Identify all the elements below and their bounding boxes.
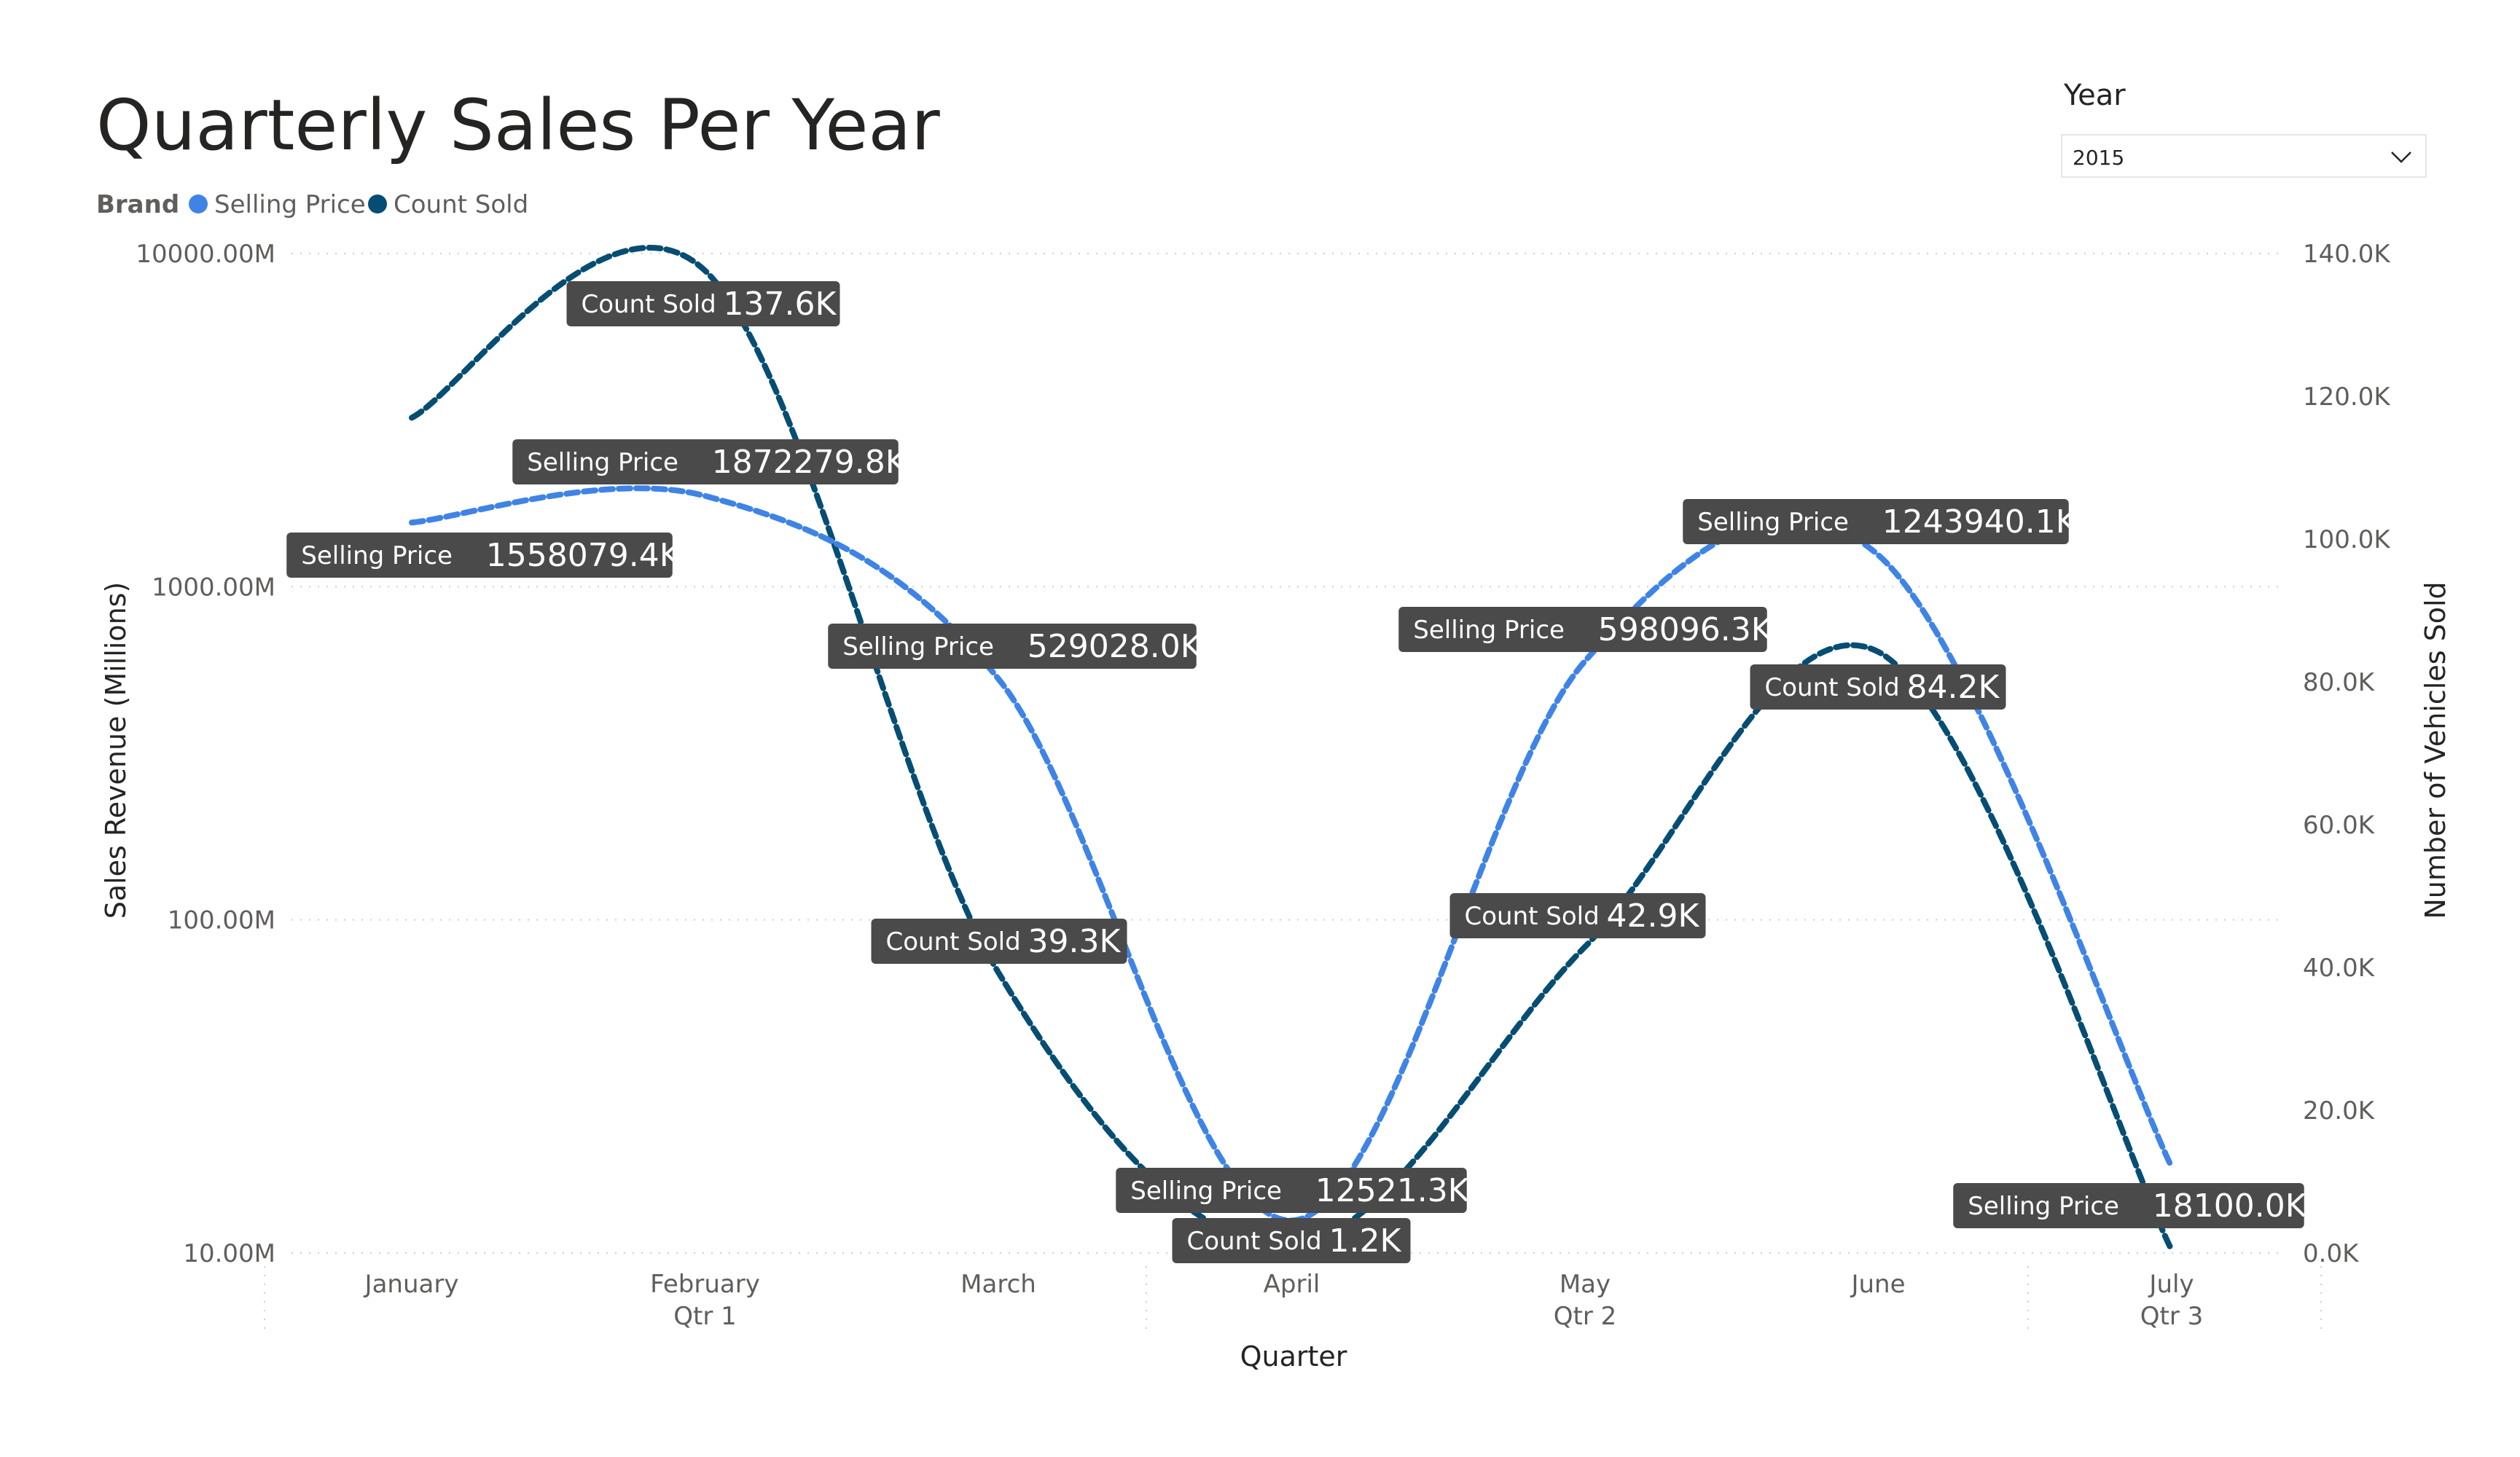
- x-tick-label-1: February: [650, 1270, 760, 1299]
- data-label-value: 39.3K: [1028, 923, 1122, 960]
- data-label-value: 1872279.8K: [712, 444, 907, 481]
- y2-tick-label-2: 40.0K: [2303, 954, 2376, 983]
- data-label-value: 1243940.1K: [1882, 503, 2078, 541]
- data-label-box: [1953, 1183, 2304, 1228]
- data-label-selling-price-2: Selling Price 529028.0K: [828, 624, 1202, 669]
- data-label-box: [1683, 499, 2069, 544]
- data-label-selling-price-1: Selling Price 1872279.8K: [512, 439, 907, 484]
- data-label-value: 529028.0K: [1028, 628, 1202, 665]
- y2-tick-label-7: 140.0K: [2303, 240, 2391, 269]
- x-axis-title: Quarter: [1240, 1340, 1347, 1372]
- chart-title: Quarterly Sales Per Year: [96, 85, 940, 166]
- quarter-label-1: Qtr 2: [1554, 1302, 1617, 1331]
- data-label-box: [871, 919, 1127, 964]
- y2-tick-label-1: 20.0K: [2303, 1096, 2376, 1126]
- data-label-value: 18100.0K: [2153, 1187, 2307, 1225]
- y2-tick-label-6: 120.0K: [2303, 382, 2391, 412]
- legend-marker-0: [189, 195, 208, 213]
- data-label-value: 1.2K: [1329, 1222, 1402, 1260]
- data-label-series-name: Selling Price: [1413, 616, 1565, 645]
- x-tick-label-4: May: [1560, 1270, 1611, 1299]
- data-label-box: [1398, 607, 1767, 652]
- legend-entry-1: Count Sold: [394, 190, 528, 219]
- data-label-series-name: Selling Price: [1697, 508, 1849, 537]
- data-label-selling-price-4: Selling Price 598096.3K: [1398, 607, 1773, 652]
- data-label-box: [1116, 1168, 1467, 1213]
- quarter-label-2: Qtr 3: [2140, 1302, 2204, 1331]
- data-label-value: 12521.3K: [1315, 1172, 1470, 1209]
- data-label-series-name: Selling Price: [842, 632, 994, 661]
- data-label-count-sold-5: Count Sold 84.2K: [1750, 664, 2006, 710]
- data-label-selling-price-0: Selling Price 1558079.4K: [286, 533, 681, 578]
- data-label-value: 1558079.4K: [486, 537, 681, 574]
- data-label-series-name: Selling Price: [527, 448, 678, 477]
- data-label-value: 598096.3K: [1598, 611, 1773, 648]
- data-label-series-name: Count Sold: [1187, 1227, 1322, 1256]
- data-label-value: 137.6K: [724, 286, 837, 323]
- y-tick-label-3: 10000.00M: [136, 240, 275, 269]
- x-tick-label-5: June: [1850, 1270, 1905, 1299]
- data-label-box: [512, 439, 899, 484]
- data-label-series-name: Count Sold: [582, 290, 716, 319]
- y2-tick-label-0: 0.0K: [2303, 1239, 2360, 1268]
- data-label-series-name: Count Sold: [886, 927, 1021, 957]
- data-label-box: [286, 533, 673, 578]
- series-line-selling-price: [409, 485, 2175, 1224]
- data-label-count-sold-3: Count Sold 1.2K: [1172, 1218, 1411, 1263]
- y2-tick-label-4: 80.0K: [2303, 668, 2376, 697]
- data-label-count-sold-1: Count Sold 137.6K: [566, 281, 840, 326]
- y-axis-title: Sales Revenue (Millions): [100, 582, 132, 919]
- quarter-label-0: Qtr 1: [673, 1302, 737, 1331]
- data-label-selling-price-6: Selling Price 18100.0K: [1953, 1183, 2307, 1228]
- data-label-series-name: Count Sold: [1465, 902, 1600, 931]
- y-tick-label-0: 10.00M: [183, 1239, 275, 1268]
- data-label-selling-price-3: Selling Price 12521.3K: [1116, 1168, 1470, 1213]
- y2-axis-title: Number of Vehicles Sold: [2419, 581, 2451, 919]
- y-tick-label-2: 1000.00M: [152, 573, 275, 602]
- data-label-box: [566, 281, 840, 326]
- x-tick-label-3: April: [1264, 1270, 1320, 1299]
- year-slicer-dropdown[interactable]: 2015: [2061, 134, 2427, 178]
- data-label-series-name: Selling Price: [1968, 1192, 2119, 1221]
- year-slicer-value: 2015: [2073, 146, 2125, 170]
- legend-marker-1: [368, 195, 387, 213]
- y2-tick-label-3: 60.0K: [2303, 811, 2376, 840]
- data-label-series-name: Count Sold: [1765, 673, 1900, 702]
- data-label-value: 42.9K: [1607, 898, 1700, 935]
- data-label-box: [1172, 1218, 1411, 1263]
- legend-title: Brand: [96, 190, 179, 219]
- data-label-box: [1449, 893, 1706, 938]
- legend-entry-0: Selling Price: [214, 190, 366, 219]
- data-label-value: 84.2K: [1907, 669, 2000, 706]
- y-tick-label-1: 100.00M: [168, 906, 275, 935]
- series-line-count-sold: [409, 245, 2175, 1254]
- data-label-series-name: Selling Price: [301, 541, 453, 570]
- x-tick-label-0: January: [364, 1270, 459, 1299]
- data-label-count-sold-2: Count Sold 39.3K: [871, 919, 1127, 964]
- year-slicer-title: Year: [2064, 79, 2126, 112]
- data-label-series-name: Selling Price: [1130, 1177, 1282, 1206]
- x-tick-label-2: March: [960, 1270, 1036, 1299]
- y2-tick-label-5: 100.0K: [2303, 525, 2391, 554]
- data-label-count-sold-4: Count Sold 42.9K: [1449, 893, 1706, 938]
- data-label-selling-price-5: Selling Price 1243940.1K: [1683, 499, 2078, 544]
- chevron-down-icon[interactable]: [2389, 144, 2414, 169]
- data-label-box: [828, 624, 1197, 669]
- x-tick-label-6: July: [2148, 1270, 2194, 1299]
- data-label-box: [1750, 664, 2006, 710]
